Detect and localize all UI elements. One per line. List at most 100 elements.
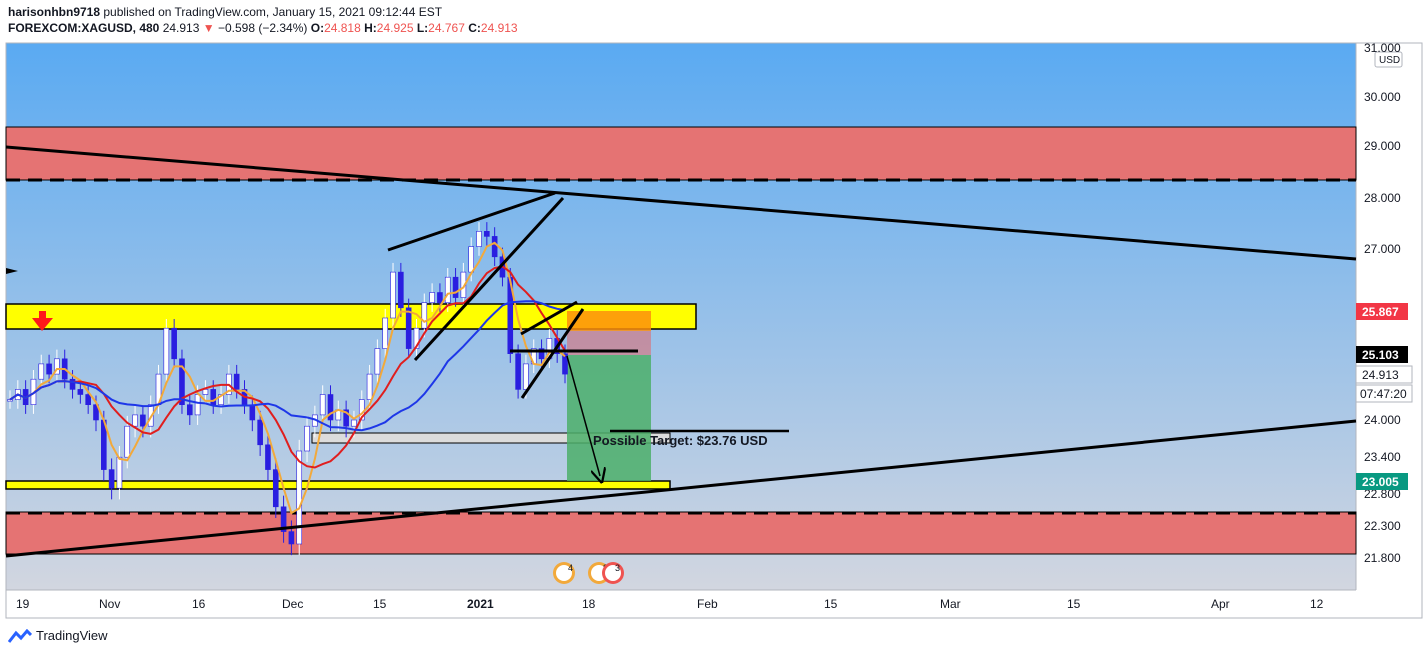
- symbol-name[interactable]: FOREXCOM:XAGUSD, 480: [8, 21, 160, 35]
- candle[interactable]: [444, 276, 451, 304]
- candle[interactable]: [265, 444, 271, 470]
- svg-text:USD: USD: [1379, 55, 1400, 66]
- support-zone: [5, 511, 1357, 555]
- currency-tag[interactable]: USD: [1374, 51, 1403, 68]
- candle[interactable]: [288, 531, 295, 545]
- candle[interactable]: [93, 404, 99, 421]
- price-label-last: 24.913: [1362, 368, 1399, 382]
- candle[interactable]: [296, 450, 303, 545]
- demand-zone: [5, 480, 671, 490]
- candle[interactable]: [280, 506, 287, 532]
- candle[interactable]: [515, 353, 521, 390]
- candle[interactable]: [69, 378, 76, 390]
- candle[interactable]: [46, 363, 52, 375]
- candle[interactable]: [452, 276, 459, 298]
- candle[interactable]: [210, 389, 217, 405]
- candle[interactable]: [108, 469, 115, 489]
- candle[interactable]: [351, 419, 357, 427]
- x-tick: 15: [373, 597, 387, 611]
- candle[interactable]: [538, 348, 545, 360]
- x-tick: 15: [824, 597, 838, 611]
- publisher-name[interactable]: harisonhbn9718: [8, 5, 101, 19]
- bar-countdown: 07:47:20: [1360, 387, 1407, 401]
- candle[interactable]: [202, 389, 209, 395]
- candle[interactable]: [77, 389, 84, 395]
- consolidation-box: [311, 432, 671, 444]
- candle[interactable]: [304, 425, 310, 452]
- candle[interactable]: [257, 419, 263, 446]
- candle[interactable]: [7, 399, 13, 402]
- candle[interactable]: [147, 404, 154, 427]
- event-badge-earnings[interactable]: 4: [553, 562, 575, 584]
- candle[interactable]: [132, 414, 138, 427]
- low-label: L:: [416, 21, 429, 35]
- candle[interactable]: [491, 236, 498, 258]
- x-tick: 19: [16, 597, 30, 611]
- candle[interactable]: [421, 302, 428, 329]
- candle[interactable]: [179, 358, 185, 405]
- projection-arrow: [566, 355, 600, 476]
- candle[interactable]: [186, 404, 193, 416]
- candle[interactable]: [374, 348, 381, 375]
- close-label: C:: [468, 21, 481, 35]
- take-profit-area: [567, 355, 651, 481]
- candle[interactable]: [366, 373, 373, 400]
- candle[interactable]: [390, 271, 396, 319]
- chart-header: harisonhbn9718 published on TradingView.…: [8, 4, 1008, 36]
- candle[interactable]: [319, 394, 326, 416]
- candle[interactable]: [382, 317, 389, 349]
- brand-footer[interactable]: TradingView: [8, 628, 108, 643]
- candle[interactable]: [218, 394, 224, 405]
- candle[interactable]: [54, 358, 60, 375]
- y-tick: 29.000: [1364, 139, 1401, 153]
- ma-fast-line: [9, 241, 566, 515]
- x-tick: 18: [582, 597, 596, 611]
- open-value: 24.818: [324, 21, 361, 35]
- y-tick: 23.400: [1364, 450, 1401, 464]
- candle[interactable]: [124, 425, 131, 458]
- y-tick: 22.300: [1364, 519, 1401, 533]
- candle[interactable]: [437, 292, 443, 303]
- x-tick: Apr: [1211, 597, 1230, 611]
- candle[interactable]: [272, 469, 279, 508]
- candle[interactable]: [343, 409, 349, 427]
- candle[interactable]: [171, 327, 177, 360]
- candle[interactable]: [140, 414, 146, 427]
- candle[interactable]: [38, 363, 45, 380]
- candle[interactable]: [468, 246, 474, 273]
- brand-name: TradingView: [36, 628, 108, 643]
- candle[interactable]: [233, 373, 240, 390]
- candle[interactable]: [562, 353, 568, 375]
- candle[interactable]: [194, 394, 201, 416]
- candle[interactable]: [398, 271, 404, 309]
- high-label: H:: [364, 21, 377, 35]
- target-annotation: Possible Target: $23.76 USD: [593, 433, 768, 448]
- svg-text:3: 3: [615, 563, 620, 573]
- price-label-stop: 25.867: [1362, 305, 1399, 319]
- candle[interactable]: [523, 363, 529, 390]
- candle[interactable]: [405, 307, 412, 349]
- flag-bottom-line: [520, 308, 585, 399]
- price-label-target: 23.005: [1362, 475, 1399, 489]
- candle[interactable]: [476, 231, 482, 247]
- x-tick: 2021: [467, 597, 494, 611]
- candle[interactable]: [163, 327, 170, 375]
- left-marker-icon: [6, 268, 18, 274]
- x-tick: 16: [192, 597, 206, 611]
- x-tick: 15: [1067, 597, 1081, 611]
- candle[interactable]: [116, 456, 123, 489]
- resistance-zone: [5, 126, 1357, 181]
- moving-averages-layer: [9, 241, 566, 515]
- candle[interactable]: [249, 404, 256, 421]
- y-tick: 31.000: [1364, 41, 1401, 55]
- event-badge-dividend[interactable]: 3: [602, 562, 624, 584]
- x-tick: 12: [1310, 597, 1324, 611]
- time-axis[interactable]: [6, 590, 1356, 618]
- candle[interactable]: [327, 394, 334, 421]
- candle[interactable]: [429, 292, 435, 303]
- candle[interactable]: [484, 231, 490, 237]
- y-tick: 24.000: [1364, 413, 1401, 427]
- candle[interactable]: [413, 327, 420, 349]
- candle[interactable]: [85, 394, 91, 405]
